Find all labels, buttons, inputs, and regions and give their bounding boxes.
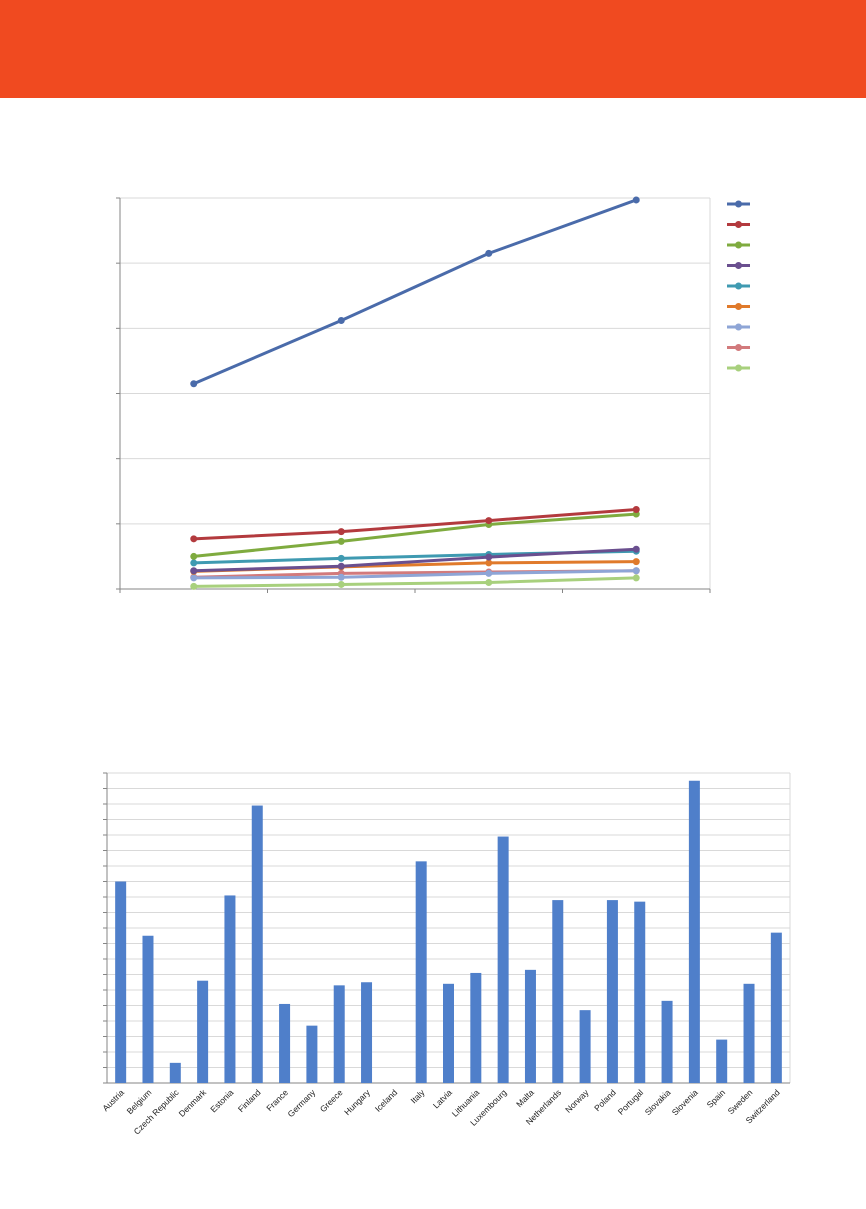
data-point (337, 528, 345, 536)
bar (634, 901, 646, 1083)
category-label: Latvia (431, 1087, 454, 1110)
legend-marker-dot (735, 303, 742, 310)
category-label: Estonia (208, 1087, 235, 1114)
data-point (337, 580, 345, 588)
data-point (632, 545, 640, 553)
series-line (193, 576, 637, 588)
category-label: Malta (514, 1087, 536, 1109)
data-point (485, 569, 493, 577)
category-label: Finland (236, 1087, 263, 1114)
data-point (632, 558, 640, 566)
category-label: Slovakia (643, 1087, 673, 1117)
data-point (485, 559, 493, 567)
bar (552, 900, 564, 1083)
category-label: Austria (100, 1087, 126, 1113)
category-label: Spain (705, 1087, 728, 1110)
data-point (485, 578, 493, 586)
bar (361, 982, 373, 1083)
bar (224, 895, 236, 1083)
category-label: Norway (563, 1087, 591, 1115)
category-label: Hungary (342, 1087, 372, 1117)
data-point (632, 196, 640, 204)
series-line (193, 512, 637, 558)
bar (497, 836, 509, 1083)
data-point (632, 567, 640, 575)
category-label: France (264, 1087, 290, 1113)
series-line (193, 508, 637, 541)
series-line (193, 569, 637, 580)
bar (606, 900, 618, 1083)
data-point (337, 537, 345, 545)
bar (279, 1003, 291, 1083)
top-banner (0, 0, 866, 98)
data-point (190, 567, 198, 575)
data-point (337, 554, 345, 562)
legend-marker-dot (735, 344, 742, 351)
category-label: Slovenia (670, 1087, 700, 1117)
data-point (337, 317, 345, 325)
bar (443, 983, 454, 1083)
bar (770, 932, 782, 1083)
data-point (632, 505, 640, 513)
bar (743, 983, 755, 1083)
data-point (190, 535, 198, 543)
line-chart (116, 196, 750, 593)
series-line (193, 198, 637, 386)
data-point (337, 562, 345, 570)
category-label: Iceland (373, 1087, 400, 1114)
category-label: Germany (286, 1087, 318, 1119)
data-point (485, 517, 493, 525)
bar (169, 1062, 181, 1083)
bar (579, 1010, 591, 1083)
bar (306, 1025, 318, 1083)
category-label: Denmark (177, 1087, 209, 1119)
data-point (190, 552, 198, 560)
data-point (485, 249, 493, 257)
series-line (193, 547, 637, 573)
data-point (337, 573, 345, 581)
data-point (190, 574, 198, 582)
bar (470, 972, 482, 1083)
bar (716, 1039, 728, 1083)
bar (142, 935, 154, 1083)
bar (688, 780, 700, 1083)
bar (661, 1000, 673, 1083)
legend-marker-dot (735, 323, 742, 331)
legend-marker-dot (735, 282, 742, 290)
category-label: Italy (408, 1087, 427, 1106)
legend-marker-dot (735, 221, 742, 228)
data-point (190, 559, 198, 567)
legend-marker-dot (735, 241, 742, 249)
legend-marker-dot (735, 364, 742, 372)
bar (197, 980, 209, 1083)
data-point (190, 380, 198, 388)
bar (115, 881, 127, 1083)
bar (251, 805, 263, 1083)
data-point (190, 582, 198, 590)
category-label: Poland (592, 1087, 618, 1113)
data-point (632, 574, 640, 582)
bar (415, 861, 427, 1083)
category-label: Portugal (616, 1087, 646, 1117)
legend-marker-dot (735, 262, 742, 269)
legend-marker-dot (735, 200, 742, 208)
bar (333, 985, 345, 1083)
bar (524, 969, 536, 1083)
data-point (485, 553, 493, 561)
